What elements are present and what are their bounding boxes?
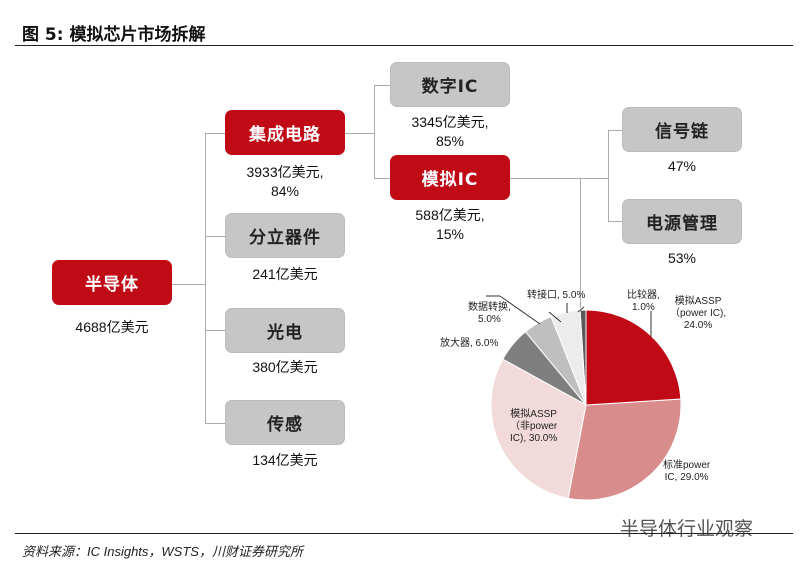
- analog-amount: 588亿美元,: [415, 207, 485, 223]
- digital-value: 3345亿美元, 85%: [380, 113, 520, 151]
- leader-line: [577, 306, 585, 313]
- node-sensor: 传感: [225, 400, 345, 445]
- pie-slice-2: [490, 358, 587, 499]
- node-signal-chain: 信号链: [622, 107, 742, 152]
- connector: [374, 85, 375, 179]
- ic-value: 3933亿美元, 84%: [215, 163, 355, 201]
- connector: [205, 133, 206, 423]
- connector: [172, 284, 205, 285]
- label-line: 模拟ASSP: [510, 409, 557, 420]
- label-line: 模拟ASSP: [674, 296, 722, 307]
- connector: [608, 221, 622, 222]
- label-line: IC), 30.0%: [510, 433, 558, 444]
- leader-line: [548, 311, 562, 323]
- node-ic: 集成电路: [225, 110, 345, 155]
- opto-value: 380亿美元: [252, 359, 318, 375]
- node-discrete: 分立器件: [225, 213, 345, 258]
- sensor-value: 134亿美元: [252, 452, 318, 468]
- power-pct: 53%: [667, 250, 697, 266]
- connector: [205, 236, 225, 237]
- connector: [205, 330, 225, 331]
- pie-label-data-converter: 数据转换, 5.0%: [468, 302, 511, 326]
- digital-amount: 3345亿美元,: [411, 114, 489, 130]
- connector: [205, 133, 225, 134]
- pie-label-amplifier: 放大器, 6.0%: [440, 338, 499, 349]
- leader-line: [499, 295, 541, 325]
- label-line: （power IC),: [670, 308, 727, 319]
- connector: [580, 178, 581, 308]
- top-rule: [15, 45, 793, 46]
- connector: [608, 130, 622, 131]
- label-line: IC, 29.0%: [664, 472, 709, 483]
- label-line: （非power: [510, 421, 558, 432]
- connector: [345, 133, 374, 134]
- ic-amount: 3933亿美元,: [246, 164, 324, 180]
- label-line: 标准power: [663, 460, 711, 471]
- connector: [374, 85, 390, 86]
- label-line: 数据转换,: [468, 302, 511, 313]
- label-line: 5.0%: [477, 314, 501, 325]
- analog-value: 588亿美元, 15%: [380, 206, 520, 244]
- pie-label-interface: 转接口, 5.0%: [527, 290, 586, 301]
- pie-slice-0: [585, 309, 682, 406]
- pie-label-assp-nonpower: 模拟ASSP （非power IC), 30.0%: [510, 409, 557, 445]
- pie-label-standard-power: 标准power IC, 29.0%: [663, 460, 710, 484]
- pie-slice-1: [567, 398, 682, 501]
- connector: [205, 423, 225, 424]
- source-note: 资料来源：IC Insights，WSTS，川财证券研究所: [22, 544, 303, 559]
- analog-pct: 15%: [435, 226, 465, 242]
- watermark: 半导体行业观察: [620, 518, 754, 540]
- pie-label-assp-power: 模拟ASSP （power IC), 24.0%: [670, 296, 726, 332]
- digital-pct: 85%: [435, 133, 465, 149]
- figure-title: 图 5: 模拟芯片市场拆解: [22, 25, 206, 45]
- connector: [608, 130, 609, 221]
- node-semiconductor: 半导体: [52, 260, 172, 305]
- label-line: 比较器,: [627, 290, 660, 301]
- node-analog-ic: 模拟IC: [390, 155, 510, 200]
- node-power-management: 电源管理: [622, 199, 742, 244]
- node-digital-ic: 数字IC: [390, 62, 510, 107]
- label-line: 24.0%: [683, 320, 713, 331]
- bottom-rule: [15, 533, 793, 534]
- semiconductor-value: 4688亿美元: [75, 319, 149, 335]
- connector: [374, 178, 390, 179]
- signal-pct: 47%: [667, 158, 697, 174]
- connector: [510, 178, 608, 179]
- discrete-value: 241亿美元: [252, 266, 318, 282]
- node-opto: 光电: [225, 308, 345, 353]
- label-line: 1.0%: [631, 302, 655, 313]
- pie-label-comparator: 比较器, 1.0%: [627, 290, 660, 314]
- ic-pct: 84%: [270, 183, 300, 199]
